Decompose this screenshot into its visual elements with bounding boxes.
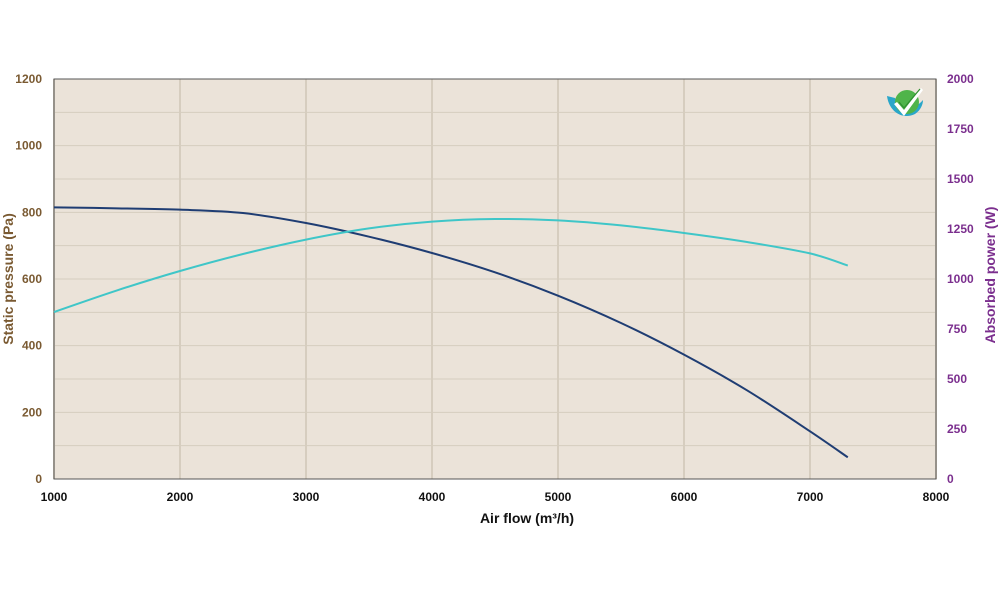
x-tick-label: 3000: [293, 490, 320, 504]
left-axis-ticks: 0 200 400 600 800 1000 1200: [15, 72, 42, 486]
right-tick-label: 1250: [947, 222, 974, 236]
x-tick-label: 1000: [41, 490, 68, 504]
right-axis-title: Absorbed power (W): [982, 207, 998, 344]
right-tick-label: 1500: [947, 172, 974, 186]
right-tick-label: 750: [947, 322, 967, 336]
series-layer: [53, 206, 849, 459]
left-axis-title: Static pressure (Pa): [0, 213, 16, 345]
series-line-absorbed-power: [53, 217, 849, 313]
x-axis-title: Air flow (m³/h): [480, 510, 574, 526]
x-tick-label: 6000: [671, 490, 698, 504]
checkmark-logo-icon: [887, 88, 923, 116]
plot-border: [53, 78, 937, 480]
left-tick-label: 0: [35, 472, 42, 486]
right-tick-label: 500: [947, 372, 967, 386]
series-line-static-pressure: [53, 206, 849, 459]
right-tick-label: 250: [947, 422, 967, 436]
x-tick-label: 5000: [545, 490, 572, 504]
x-tick-label: 4000: [419, 490, 446, 504]
left-tick-label: 1000: [15, 139, 42, 153]
right-tick-label: 2000: [947, 72, 974, 86]
x-tick-label: 2000: [167, 490, 194, 504]
right-tick-label: 0: [947, 472, 954, 486]
x-axis-ticks: 1000 2000 3000 4000 5000 6000 7000 8000: [41, 490, 950, 504]
right-tick-label: 1750: [947, 122, 974, 136]
left-tick-label: 200: [22, 405, 42, 419]
right-tick-label: 1000: [947, 272, 974, 286]
left-tick-label: 600: [22, 272, 42, 286]
left-tick-label: 800: [22, 205, 42, 219]
left-tick-label: 400: [22, 339, 42, 353]
x-tick-label: 8000: [923, 490, 950, 504]
right-axis-ticks: 0 250 500 750 1000 1250 1500 1750 2000: [947, 72, 974, 486]
left-tick-label: 1200: [15, 72, 42, 86]
x-tick-label: 7000: [797, 490, 824, 504]
